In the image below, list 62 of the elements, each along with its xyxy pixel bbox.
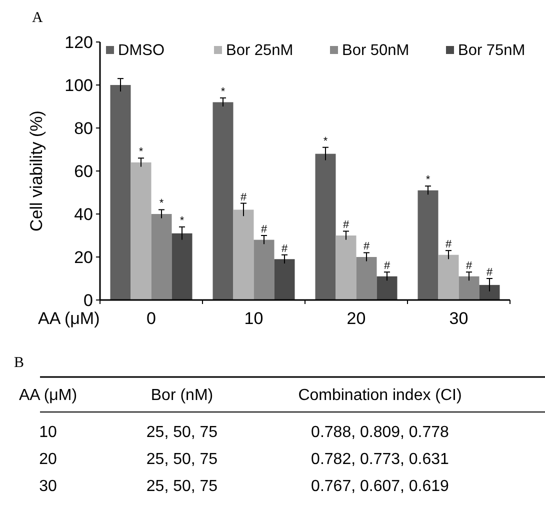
y-tick-label: 60 bbox=[74, 162, 93, 181]
bar bbox=[110, 85, 131, 300]
x-tick-label: 0 bbox=[146, 309, 156, 328]
bar bbox=[172, 233, 192, 300]
data-label: # bbox=[342, 219, 350, 232]
y-tick-label: 100 bbox=[64, 76, 93, 95]
text: 0.788, 0.809, 0.778 bbox=[311, 424, 450, 441]
legend-label: Bor 75nM bbox=[458, 42, 526, 59]
bar bbox=[130, 162, 152, 300]
data-label: # bbox=[260, 224, 268, 236]
data-label: * bbox=[180, 214, 185, 227]
text: 25, 50, 75 bbox=[146, 478, 218, 495]
text: 30 bbox=[39, 478, 57, 495]
bar bbox=[336, 236, 356, 300]
text: 0.782, 0.773, 0.631 bbox=[311, 451, 450, 468]
data-label: * bbox=[220, 86, 226, 98]
bar bbox=[315, 154, 336, 300]
y-tick-label: 0 bbox=[84, 290, 93, 310]
y-axis-title: Cell viability (%) bbox=[27, 110, 46, 232]
data-label: # bbox=[281, 242, 288, 255]
y-tick-label: 40 bbox=[74, 204, 93, 224]
text: 0.767, 0.607, 0.619 bbox=[311, 478, 450, 495]
bar bbox=[418, 190, 438, 300]
text: Bor (nM) bbox=[150, 387, 214, 404]
data-label: * bbox=[138, 146, 144, 158]
text: B bbox=[14, 355, 24, 371]
data-label: * bbox=[159, 198, 164, 210]
bar bbox=[233, 210, 254, 300]
data-label: # bbox=[466, 260, 473, 272]
data-label: * bbox=[323, 135, 328, 148]
bar bbox=[438, 254, 459, 300]
bar bbox=[274, 259, 295, 300]
y-tick-label: 120 bbox=[64, 32, 93, 52]
text: 20 bbox=[39, 451, 57, 468]
data-label: # bbox=[384, 260, 391, 272]
text: 10 bbox=[39, 424, 57, 441]
x-tick-label: 30 bbox=[449, 309, 468, 328]
bar bbox=[254, 240, 274, 300]
y-tick-label: 20 bbox=[74, 248, 93, 267]
text: Combination index (CI) bbox=[298, 387, 462, 404]
bar bbox=[479, 284, 500, 300]
bar bbox=[151, 214, 172, 300]
y-tick-label: 80 bbox=[74, 118, 93, 138]
legend-label: Bor 50nM bbox=[342, 42, 410, 59]
data-label: # bbox=[486, 266, 494, 278]
data-label: # bbox=[240, 191, 248, 204]
x-tick-label: 10 bbox=[244, 309, 264, 328]
text: 25, 50, 75 bbox=[146, 451, 218, 468]
chart-title: A bbox=[32, 10, 43, 26]
text: AA (μM) bbox=[18, 387, 78, 404]
data-label: # bbox=[445, 238, 452, 251]
bar bbox=[458, 276, 480, 300]
legend-label: Bor 25nM bbox=[226, 42, 294, 59]
bar bbox=[212, 102, 234, 300]
bar bbox=[376, 276, 398, 300]
x-tick-label: 20 bbox=[346, 309, 366, 328]
text: 25, 50, 75 bbox=[146, 424, 218, 441]
data-label: # bbox=[363, 240, 370, 253]
bar bbox=[356, 257, 377, 300]
data-label: * bbox=[426, 174, 431, 186]
x-axis-title: AA (μM) bbox=[38, 309, 100, 328]
legend-label: DMSO bbox=[118, 42, 164, 59]
